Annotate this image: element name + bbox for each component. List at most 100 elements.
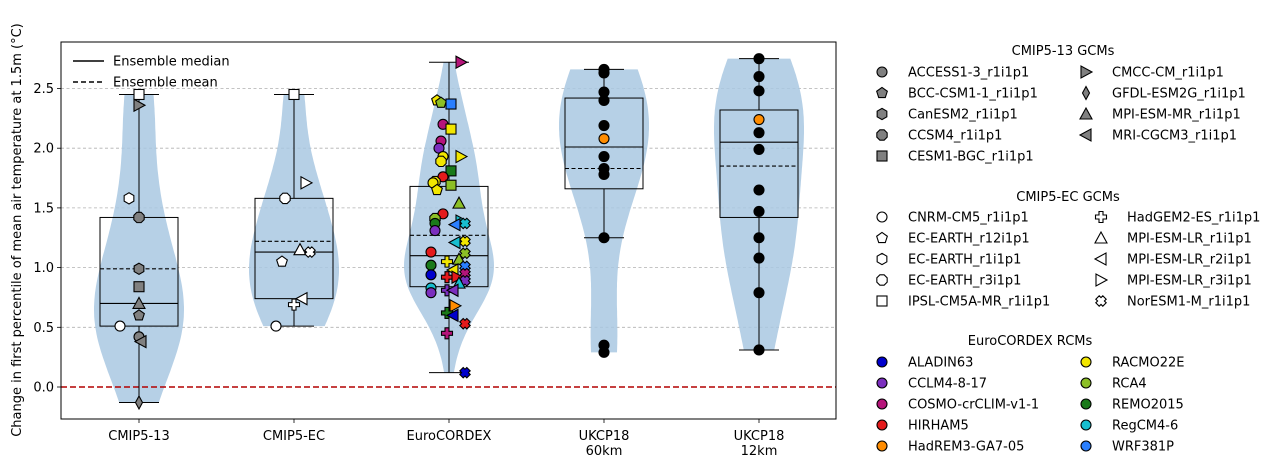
legend-item-label: EC-EARTH_r1i1p1 — [908, 253, 1021, 268]
data-point-cmip513 — [134, 394, 144, 411]
data-point-cmip5ec — [293, 242, 307, 256]
legend-item-label: CCSM4_r1i1p1 — [908, 129, 1002, 144]
legend-item-label: HIRHAM5 — [908, 419, 969, 434]
data-point-ukcp12 — [753, 53, 765, 65]
legend-item-label: RCA4 — [1112, 377, 1147, 392]
data-point-cmip513 — [133, 262, 145, 276]
legend-marker — [876, 129, 888, 141]
data-point-ukcp60 — [598, 94, 610, 106]
legend-group: CMIP5-EC GCMs CNRM-CM5_r1i1p1 EC-EARTH_r12… — [876, 190, 1260, 310]
legend-marker — [1093, 252, 1107, 266]
data-point-ukcp12 — [753, 113, 765, 126]
x-tick-label: UKCP18 — [579, 429, 630, 444]
legend-item-label: WRF381P — [1112, 440, 1174, 455]
data-point-cmip5ec — [279, 192, 291, 205]
data-point-ukcp12 — [753, 232, 765, 244]
legend-marker — [1080, 419, 1092, 431]
data-point-ukcp12 — [753, 252, 765, 264]
legend-item-label: MPI-ESM-LR_r1i1p1 — [1127, 232, 1252, 247]
data-point-euro — [452, 252, 466, 265]
legend-marker — [876, 356, 888, 368]
data-point-euro — [459, 217, 471, 230]
data-point-euro — [459, 317, 471, 330]
legend-marker — [876, 419, 888, 431]
data-point-ukcp60 — [598, 168, 610, 181]
data-point-euro — [455, 55, 469, 70]
data-point-ukcp12 — [753, 344, 765, 356]
data-point-ukcp60 — [598, 133, 610, 145]
data-point-euro — [425, 269, 437, 281]
data-point-ukcp60 — [598, 232, 610, 244]
data-point-cmip5ec — [288, 88, 300, 101]
legend-marker — [876, 252, 888, 266]
legend-item-label: CanESM2_r1i1p1 — [908, 108, 1018, 123]
data-point-euro — [425, 259, 437, 271]
data-point-euro — [440, 255, 454, 268]
data-point-ukcp12 — [753, 205, 765, 218]
legend-item-label: NorESM1-M_r1i1p1 — [1127, 295, 1250, 310]
data-point-cmip5ec — [304, 246, 316, 259]
legend-marker — [1078, 128, 1092, 142]
legend-item-label: CNRM-CM5_r1i1p1 — [908, 211, 1029, 226]
legend-line-label: Ensemble median — [113, 55, 230, 70]
legend-marker — [1080, 398, 1092, 410]
legend-item-label: CMCC-CM_r1i1p1 — [1112, 66, 1224, 81]
legend-marker — [1080, 440, 1092, 452]
legend-item-label: MPI-ESM-LR_r3i1p1 — [1127, 274, 1252, 289]
legend-item-label: MRI-CGCM3_r1i1p1 — [1112, 129, 1237, 144]
y-tick-label: 1.0 — [33, 261, 54, 276]
legend-marker — [876, 107, 888, 121]
data-point-cmip5ec — [300, 175, 314, 190]
y-tick-label: 1.5 — [33, 201, 54, 216]
legend-marker — [876, 398, 888, 410]
legend-group: EuroCORDEX RCMs ALADIN63 CCLM4-8-17 COSMO-c… — [876, 334, 1184, 455]
legend-marker — [876, 231, 888, 244]
legend-marker — [1080, 65, 1094, 79]
data-point-euro — [445, 98, 457, 110]
legend-marker — [876, 295, 888, 307]
data-point-cmip513 — [114, 320, 126, 332]
data-point-euro — [435, 155, 447, 168]
data-point-ukcp60 — [598, 346, 610, 358]
data-point-ukcp12 — [753, 287, 765, 299]
data-point-euro — [447, 235, 461, 250]
legend-marker — [876, 86, 888, 99]
data-point-euro — [447, 217, 461, 232]
data-point-euro — [445, 283, 459, 298]
legend-item-label: IPSL-CM5A-MR_r1i1p1 — [908, 295, 1050, 310]
legend-marker — [1094, 210, 1108, 224]
data-point-ukcp12 — [753, 143, 765, 155]
data-point-cmip5ec — [276, 255, 288, 267]
data-point-cmip513 — [133, 334, 147, 349]
data-point-euro — [459, 247, 471, 260]
data-point-euro — [445, 179, 457, 191]
legend-item-label: REMO2015 — [1112, 398, 1184, 413]
data-point-euro — [459, 235, 471, 248]
legend-marker — [876, 274, 888, 286]
data-point-cmip513 — [133, 281, 145, 293]
data-point-euro — [435, 96, 447, 108]
data-point-ukcp12 — [753, 184, 765, 196]
legend-marker — [876, 377, 888, 389]
legend-item-label: EC-EARTH_r3i1p1 — [908, 274, 1021, 289]
data-point-cmip513 — [133, 309, 145, 321]
x-tick-label: EuroCORDEX — [407, 429, 492, 444]
x-axis: CMIP5-13 CMIP5-EC EuroCORDEX UKCP1860kmUKCP… — [108, 419, 784, 459]
legend-group-title: CMIP5-13 GCMs — [1012, 44, 1115, 59]
legend-marker — [876, 150, 888, 162]
legend-marker — [1079, 106, 1093, 120]
legend-item-label: CESM1-BGC_r1i1p1 — [908, 150, 1034, 165]
legend-item-label: ACCESS1-3_r1i1p1 — [908, 66, 1029, 81]
legend-marker — [1081, 85, 1091, 101]
y-axis-label: Change in first percentile of mean air t… — [10, 23, 25, 437]
legend-item-label: GFDL-ESM2G_r1i1p1 — [1112, 87, 1246, 102]
data-point-ukcp12 — [753, 71, 765, 83]
legend-item-label: HadGEM2-ES_r1i1p1 — [1127, 211, 1260, 226]
legend-marker — [1080, 356, 1092, 368]
data-point-euro — [459, 366, 471, 379]
x-tick-label: UKCP18 — [734, 429, 785, 444]
box-body — [719, 109, 799, 218]
model-legend: CMIP5-13 GCMs ACCESS1-3_r1i1p1 BCC-CSM1-1_… — [876, 44, 1260, 455]
legend-marker — [876, 66, 888, 78]
legend-item-label: HadREM3-GA7-05 — [908, 440, 1024, 455]
